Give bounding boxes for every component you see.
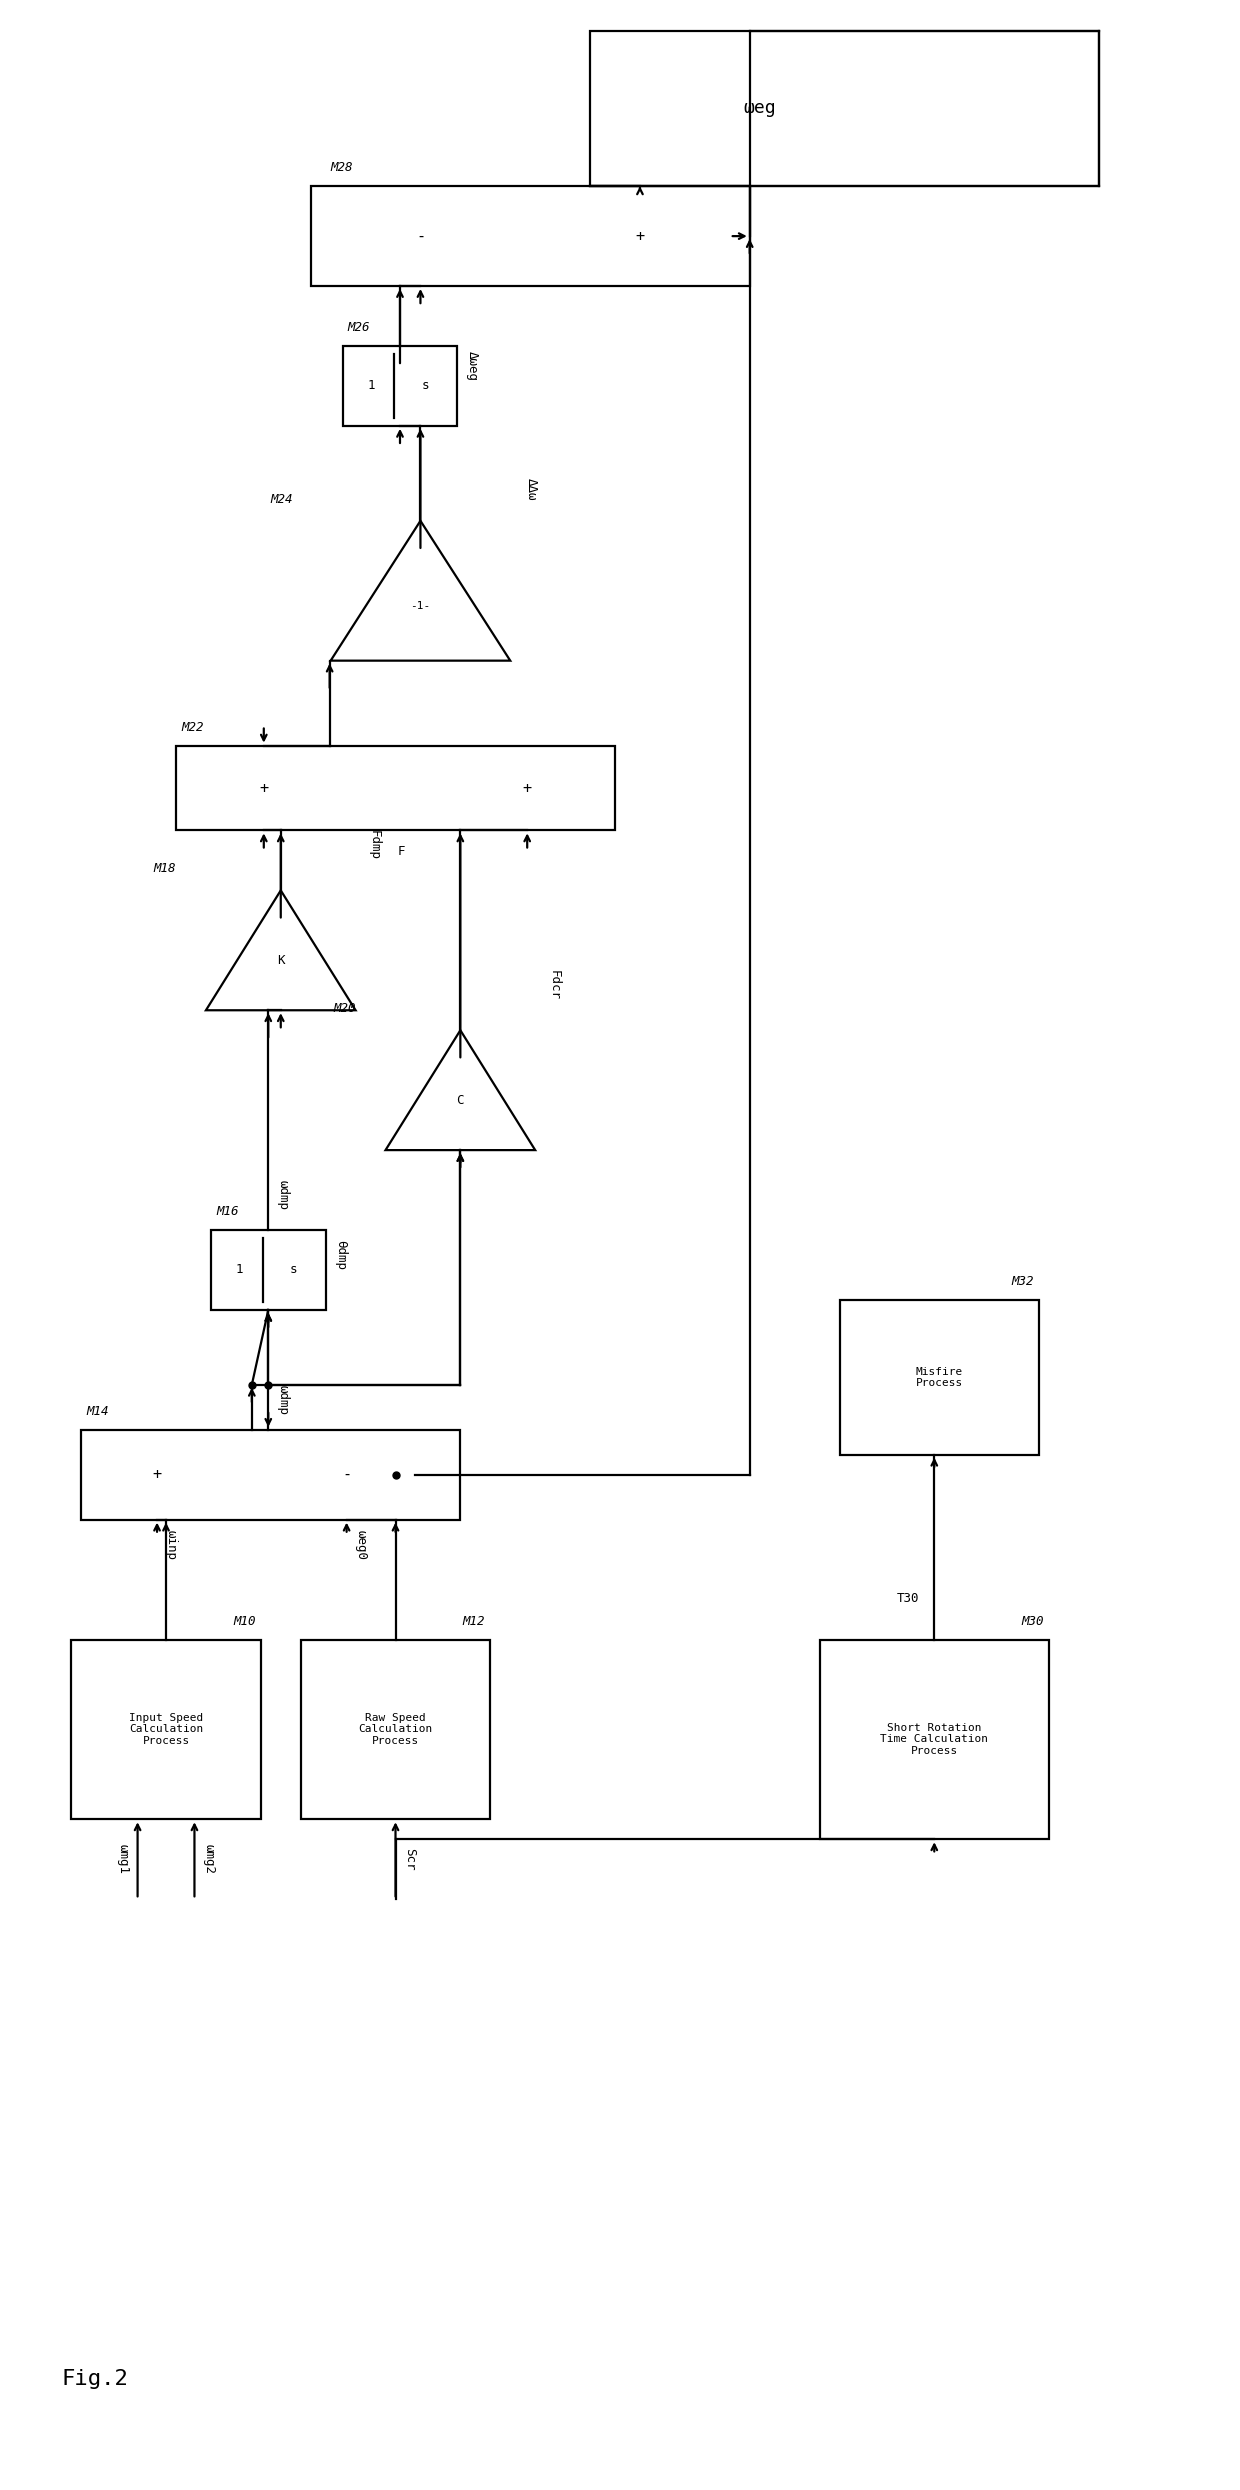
Text: ΔΔω: ΔΔω — [526, 478, 538, 500]
Bar — [311, 187, 750, 286]
Bar — [81, 1429, 460, 1519]
Text: ωeg: ωeg — [743, 100, 776, 117]
Text: +: + — [522, 779, 532, 794]
Text: F: F — [398, 847, 405, 859]
Text: M12: M12 — [463, 1614, 485, 1628]
Bar — [176, 745, 615, 832]
Text: M14: M14 — [87, 1404, 109, 1417]
Text: +: + — [635, 229, 645, 244]
Text: Short Rotation
Time Calculation
Process: Short Rotation Time Calculation Process — [880, 1723, 988, 1755]
Text: Fig.2: Fig.2 — [61, 2368, 128, 2388]
Text: Misfire
Process: Misfire Process — [915, 1367, 963, 1387]
Text: ωdmp: ωdmp — [277, 1180, 289, 1210]
Bar — [590, 32, 1099, 187]
Bar — [342, 346, 458, 426]
Text: s: s — [290, 1262, 298, 1277]
Bar — [839, 1300, 1039, 1454]
Text: -: - — [415, 229, 425, 244]
Text: Fdcr: Fdcr — [547, 971, 560, 1001]
Text: Input Speed
Calculation
Process: Input Speed Calculation Process — [129, 1713, 203, 1745]
Bar — [820, 1638, 1049, 1840]
Text: s: s — [422, 378, 429, 393]
Text: +: + — [259, 779, 268, 794]
Text: M22: M22 — [181, 720, 203, 735]
Text: ωmg2: ωmg2 — [202, 1845, 216, 1875]
Text: ωmg1: ωmg1 — [117, 1845, 130, 1875]
Text: Fdmp: Fdmp — [367, 832, 381, 862]
Text: ωeg0: ωeg0 — [355, 1529, 367, 1559]
Text: M32: M32 — [1012, 1275, 1034, 1287]
Text: C: C — [456, 1093, 464, 1106]
Text: ωinp: ωinp — [165, 1529, 179, 1559]
Text: M26: M26 — [347, 321, 370, 334]
Text: K: K — [277, 954, 284, 966]
Text: M24: M24 — [270, 493, 294, 505]
Text: +: + — [153, 1467, 161, 1482]
Text: 1: 1 — [236, 1262, 243, 1277]
Bar — [211, 1230, 326, 1310]
Text: Scr: Scr — [403, 1848, 417, 1870]
Bar — [71, 1638, 260, 1820]
Bar — [301, 1638, 490, 1820]
Text: M16: M16 — [216, 1205, 238, 1218]
Text: Raw Speed
Calculation
Process: Raw Speed Calculation Process — [358, 1713, 433, 1745]
Text: M30: M30 — [1022, 1614, 1044, 1628]
Text: ωdmp: ωdmp — [277, 1384, 289, 1414]
Text: -1-: -1- — [410, 600, 430, 610]
Text: -: - — [342, 1467, 351, 1482]
Text: 1: 1 — [367, 378, 374, 393]
Text: M20: M20 — [334, 1003, 356, 1016]
Text: M28: M28 — [331, 162, 353, 174]
Text: T30: T30 — [897, 1591, 919, 1604]
Text: θdmp: θdmp — [334, 1240, 347, 1270]
Text: Δωeg: Δωeg — [465, 351, 479, 381]
Text: M10: M10 — [233, 1614, 255, 1628]
Text: M18: M18 — [154, 862, 176, 876]
